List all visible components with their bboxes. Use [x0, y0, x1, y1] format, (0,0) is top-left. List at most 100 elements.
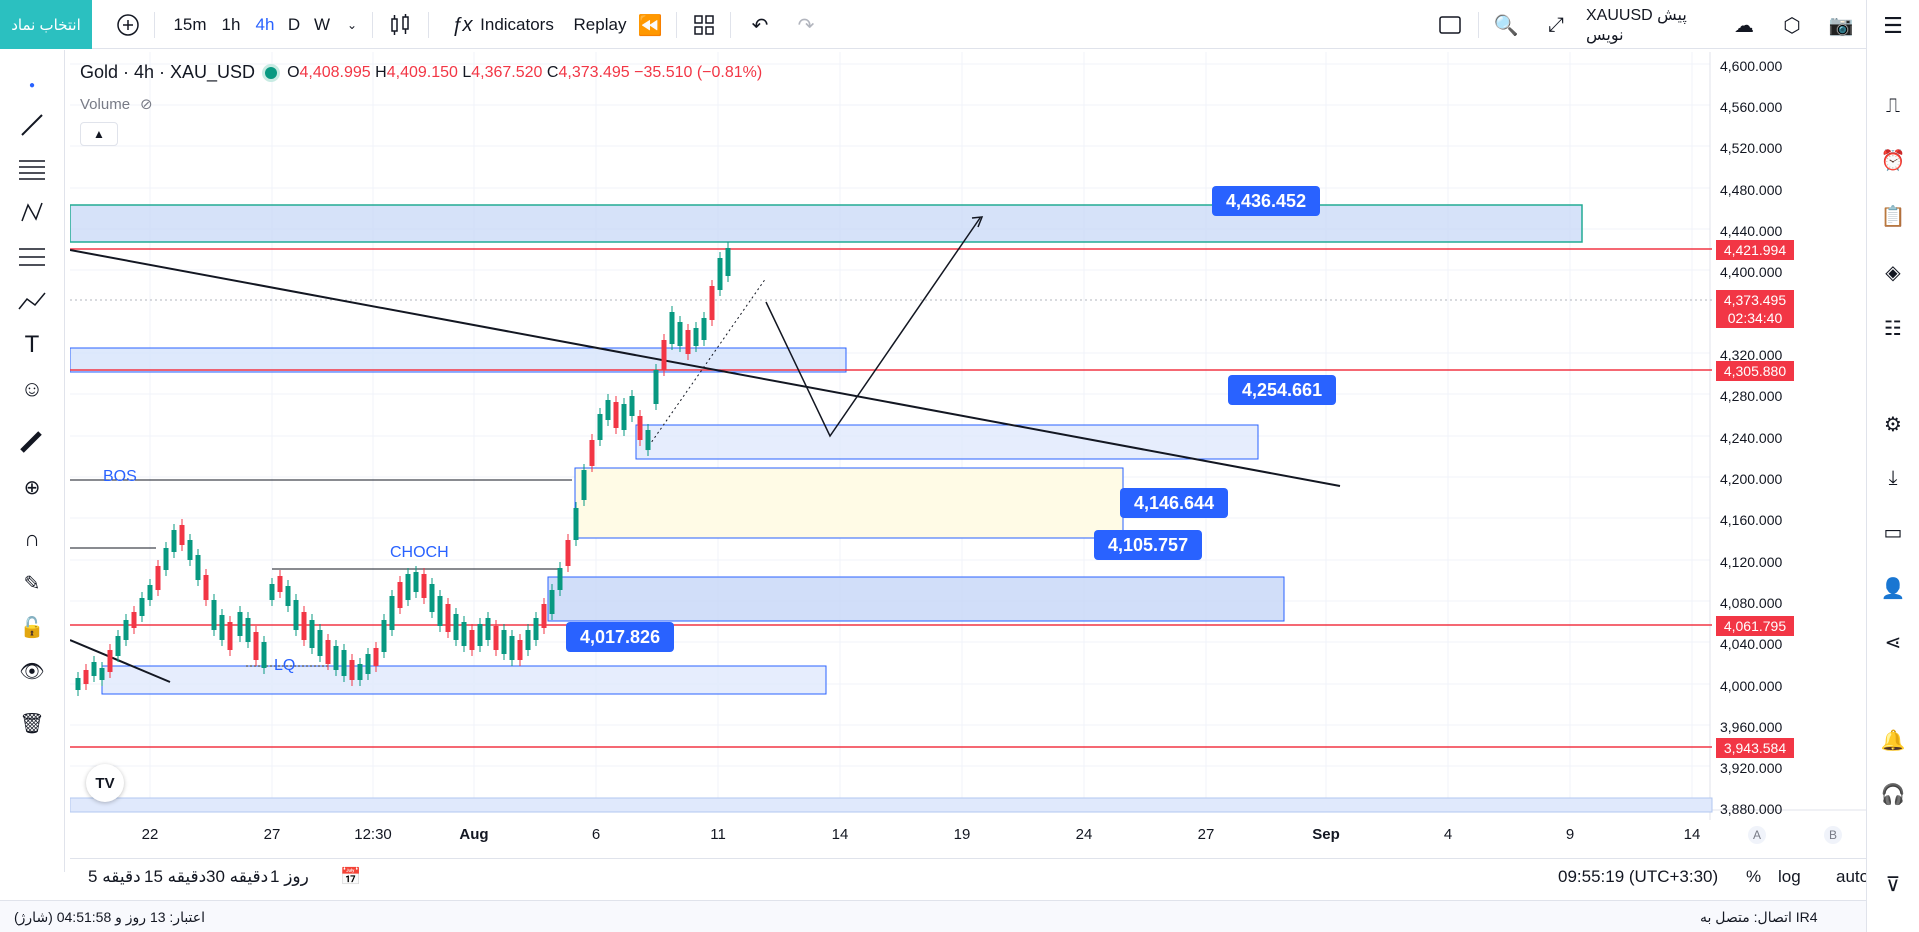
price-chart[interactable] [70, 52, 1866, 872]
tradingview-logo[interactable]: TV [86, 764, 124, 802]
price-tick: 3,960.000 [1720, 719, 1783, 735]
trend-line-small[interactable] [70, 639, 171, 683]
candle [557, 568, 563, 590]
supply-zone-top[interactable] [70, 204, 1583, 243]
candle [541, 604, 547, 628]
range-30m[interactable]: 30 دقیقه [206, 867, 269, 886]
add-symbol-button[interactable] [112, 10, 144, 40]
candle [245, 618, 251, 642]
lq-label[interactable]: LQ [274, 657, 296, 674]
indicators-button[interactable]: Indicators [480, 15, 554, 34]
pattern-icon[interactable] [12, 196, 52, 230]
callout-4254[interactable]: 4,254.661 [1228, 375, 1337, 405]
menu-icon[interactable]: ☰ [1883, 13, 1903, 38]
choch-label[interactable]: CHOCH [390, 544, 449, 561]
callout-4436[interactable]: 4,436.452 [1212, 186, 1321, 216]
forecast-icon[interactable] [12, 284, 52, 318]
price-tick: 4,600.000 [1720, 58, 1783, 74]
candle [171, 530, 177, 552]
headset-icon[interactable]: 🎧 [1880, 783, 1906, 806]
callout-4105[interactable]: 4,105.757 [1094, 530, 1203, 560]
interval-1h[interactable]: 1h [221, 15, 241, 34]
log-toggle[interactable]: log [1778, 867, 1801, 886]
time-tick: 19 [953, 826, 971, 843]
demand-zone-2[interactable] [547, 576, 1285, 622]
interval-d[interactable]: D [287, 15, 301, 34]
callout-4017[interactable]: 4,017.826 [566, 622, 675, 652]
projection-path[interactable] [765, 217, 981, 438]
settings-hex-icon[interactable]: ⬡ [1783, 14, 1801, 37]
range-5m[interactable]: 5 دقیقه [88, 867, 141, 886]
emoji-icon[interactable]: ☺ [20, 376, 44, 401]
download-icon[interactable]: ⤓ [1888, 466, 1898, 489]
range-15m[interactable]: 15 دقیقه [144, 867, 207, 886]
indicators-icon[interactable]: ƒx [451, 13, 473, 36]
fullscreen-box-icon[interactable] [1434, 10, 1466, 40]
crosshair-dot-icon[interactable]: ● [28, 79, 36, 91]
gear-icon[interactable]: ⚙ [1884, 413, 1902, 436]
callout-4146[interactable]: 4,146.644 [1120, 488, 1229, 518]
chevron-down-icon[interactable]: ⌄ [346, 18, 358, 32]
percent-toggle[interactable]: % [1746, 867, 1762, 886]
undo-icon[interactable]: ↶ [751, 14, 769, 37]
symbol-title[interactable]: Gold · 4h · XAU_USD [80, 62, 256, 82]
zoom-in-icon[interactable]: ⊕ [23, 476, 41, 499]
calendar-range-icon[interactable]: 📅 [340, 867, 362, 886]
cloud-upload-icon[interactable]: ☁ [1734, 14, 1754, 37]
bos-label[interactable]: BOS [103, 468, 137, 485]
clock-time[interactable]: 09:55:19 (UTC+3:30) [1558, 867, 1719, 886]
symbol-search-button[interactable]: انتخاب نماد [0, 0, 92, 49]
demand-zone-1[interactable] [635, 424, 1259, 460]
pulse-icon[interactable]: ⎍ [1886, 94, 1900, 117]
bell-icon[interactable]: 🔔 [1880, 729, 1906, 752]
trend-line-icon[interactable] [12, 108, 52, 142]
interval-4h[interactable]: 4h [255, 15, 275, 34]
pencil-lock-icon[interactable]: ✎ [23, 572, 41, 595]
volume-indicator[interactable]: Volume ⊘ [80, 95, 153, 114]
layout-grid-icon[interactable] [688, 10, 720, 40]
axis-b-button[interactable]: B [1824, 826, 1842, 844]
news-icon[interactable]: ☷ [1884, 317, 1902, 340]
price-tick: 4,320.000 [1720, 347, 1783, 363]
time-tick: Aug [459, 826, 489, 843]
alarm-icon[interactable]: ⏰ [1880, 149, 1906, 172]
zone-mid[interactable] [70, 347, 847, 373]
expand-icon[interactable]: ⤢ [1548, 13, 1564, 36]
interval-15m[interactable]: 15m [173, 15, 207, 34]
magic-search-icon[interactable]: 🔍 [1493, 14, 1519, 37]
projection-icon[interactable] [12, 240, 52, 274]
trend-line-down[interactable] [70, 249, 1341, 487]
lq-zone[interactable] [101, 665, 827, 695]
axis-a-button[interactable]: A [1748, 826, 1766, 844]
text-tool-icon[interactable]: T [24, 331, 40, 358]
replay-button[interactable]: Replay [573, 15, 627, 34]
watchlist-icon[interactable]: 📋 [1880, 205, 1906, 228]
eye-crossed-icon[interactable]: ⊘ [140, 96, 153, 113]
trash-icon[interactable]: 🗑 [19, 712, 45, 735]
price-tick: 4,560.000 [1720, 99, 1783, 115]
eye-icon[interactable]: 👁 [19, 660, 45, 683]
redo-icon[interactable]: ↷ [797, 14, 815, 37]
interval-w[interactable]: W [313, 15, 331, 34]
user-icon[interactable]: 👤 [1880, 577, 1906, 600]
camera-icon[interactable]: 📷 [1828, 14, 1854, 37]
ruler-icon[interactable] [12, 426, 52, 460]
share-icon[interactable]: ⋖ [1884, 631, 1902, 654]
candle [83, 670, 89, 684]
fvg-zone[interactable] [574, 467, 1124, 539]
candles-icon[interactable] [384, 10, 416, 40]
symbol-draft-label[interactable]: XAUUSD پیش نویس [1586, 7, 1687, 44]
layers-icon[interactable]: ◈ [1885, 261, 1901, 284]
card-icon[interactable]: ▭ [1883, 521, 1903, 544]
magnet-icon[interactable]: ∩ [24, 526, 40, 551]
candle [155, 566, 161, 590]
scroll-down-icon[interactable]: ⊽ [1885, 873, 1901, 896]
fib-lines-icon[interactable] [12, 152, 52, 186]
range-1d[interactable]: 1 روز [270, 867, 309, 886]
candle [179, 525, 185, 545]
collapse-legend-button[interactable]: ▲ [80, 122, 118, 146]
rewind-icon[interactable]: ⏪ [637, 14, 663, 37]
chart-legend: Gold · 4h · XAU_USD O4,408.995 H4,409.15… [80, 62, 762, 83]
auto-toggle[interactable]: auto [1836, 867, 1870, 886]
lock-icon[interactable]: 🔓 [19, 616, 45, 639]
